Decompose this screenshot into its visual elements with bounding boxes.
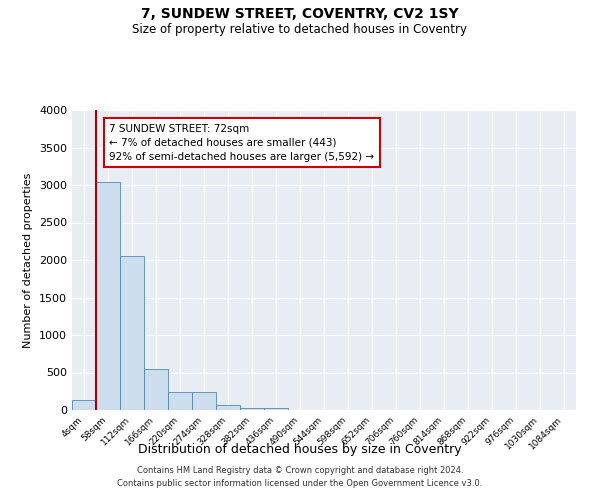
Text: Distribution of detached houses by size in Coventry: Distribution of detached houses by size …: [138, 444, 462, 456]
Text: 7 SUNDEW STREET: 72sqm
← 7% of detached houses are smaller (443)
92% of semi-det: 7 SUNDEW STREET: 72sqm ← 7% of detached …: [109, 124, 374, 162]
Y-axis label: Number of detached properties: Number of detached properties: [23, 172, 34, 348]
Bar: [240, 408, 264, 410]
Text: Size of property relative to detached houses in Coventry: Size of property relative to detached ho…: [133, 22, 467, 36]
Bar: [96, 182, 120, 410]
Bar: [192, 392, 216, 410]
Bar: [216, 405, 240, 410]
Bar: [144, 369, 168, 410]
Bar: [120, 256, 144, 410]
Text: Contains HM Land Registry data © Crown copyright and database right 2024.
Contai: Contains HM Land Registry data © Crown c…: [118, 466, 482, 487]
Bar: [168, 392, 192, 410]
Bar: [72, 400, 96, 410]
Text: 7, SUNDEW STREET, COVENTRY, CV2 1SY: 7, SUNDEW STREET, COVENTRY, CV2 1SY: [141, 8, 459, 22]
Bar: [264, 408, 288, 410]
